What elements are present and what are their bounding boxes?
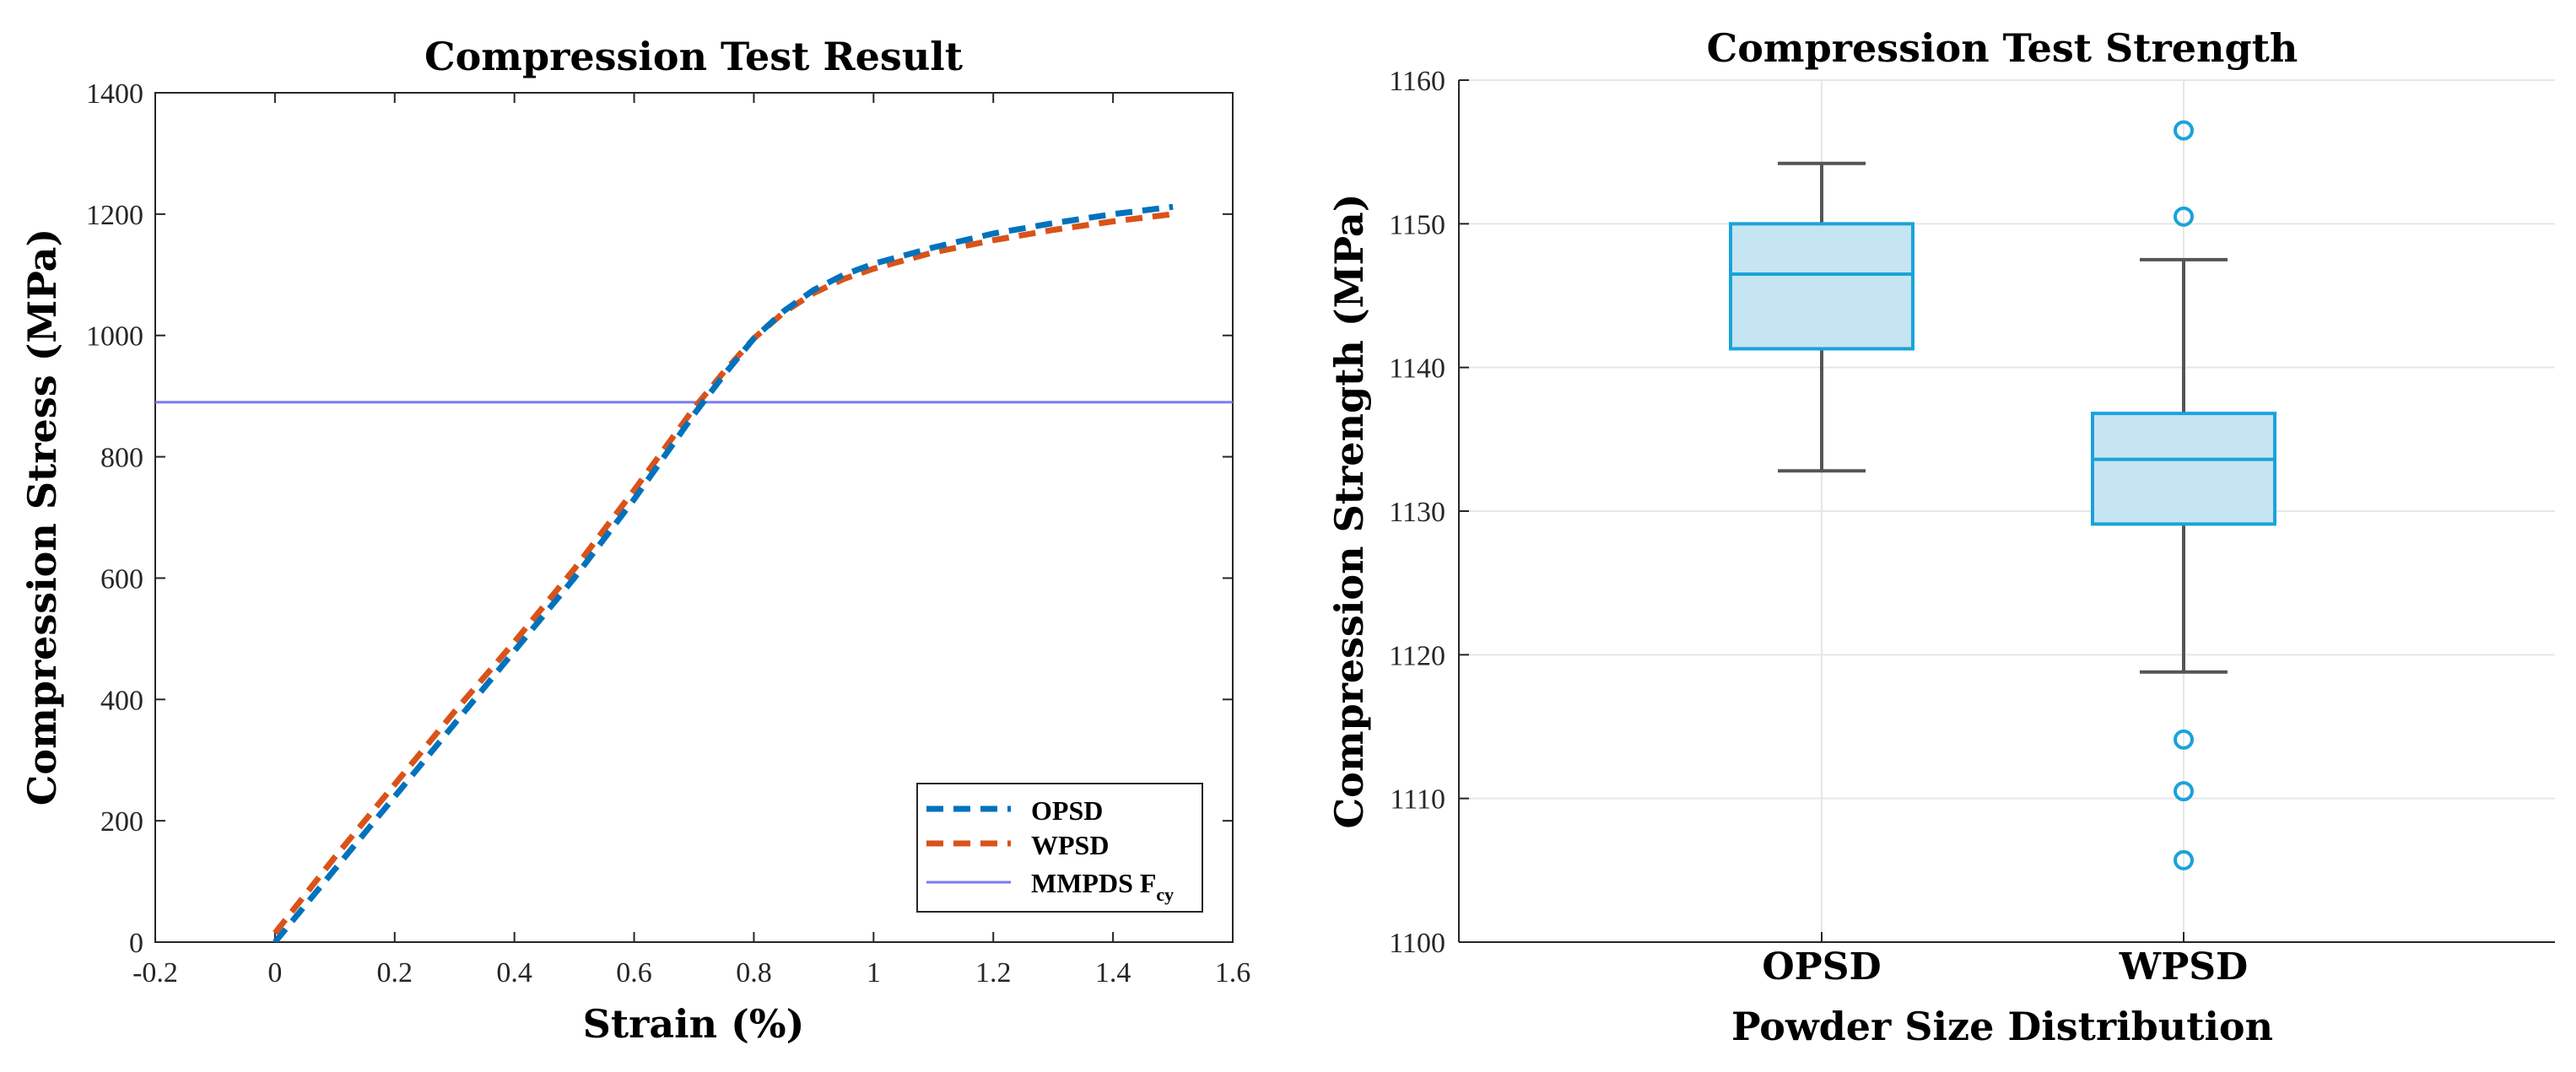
box-chart-ticks: 1100 1110 1120 1130 1140 1150 1160 OPSD WPSD xyxy=(1389,66,2248,989)
y-tick-label: 1150 xyxy=(1389,209,1445,240)
line-chart: Compression Test Result -0.2 0 0.2 0.4 0.6 0.… xyxy=(19,34,1250,1047)
legend-fcy-text: MMPDS F xyxy=(1031,868,1156,898)
x-tick-label: 0.4 xyxy=(496,957,532,989)
box-chart-title: Compression Test Strength xyxy=(1707,25,2298,71)
outlier-point xyxy=(2174,849,2194,870)
box-iqr xyxy=(2091,412,2276,526)
x-tick-label: 0 xyxy=(267,957,282,989)
outlier-point xyxy=(2174,120,2194,141)
x-tick-label: 0.8 xyxy=(736,957,772,989)
box-chart-boxes xyxy=(1729,120,2276,870)
y-tick-label: 1160 xyxy=(1389,66,1445,97)
x-tick-label: 1 xyxy=(867,957,881,989)
x-tick-label: 0.6 xyxy=(616,957,652,989)
line-chart-legend: OPSD WPSD MMPDS Fcy xyxy=(916,783,1203,913)
y-tick-label: 0 xyxy=(129,928,143,959)
x-tick-label: 1.4 xyxy=(1095,957,1131,989)
line-chart-xlabel: Strain (%) xyxy=(583,1001,805,1047)
legend-box xyxy=(916,783,1203,913)
y-tick-label: 800 xyxy=(100,443,143,474)
y-tick-label: 1100 xyxy=(1389,928,1445,959)
x-tick-label: 1.2 xyxy=(975,957,1012,989)
x-tick-label: 1.6 xyxy=(1215,957,1251,989)
outlier-point xyxy=(2174,781,2194,802)
legend-fcy-label: MMPDS Fcy xyxy=(1031,868,1174,905)
legend-wpsd-label: WPSD xyxy=(1031,830,1109,860)
box-chart-ylabel: Compression Strength (MPa) xyxy=(1326,194,1372,829)
y-tick-label: 200 xyxy=(100,806,143,838)
y-tick-label: 600 xyxy=(100,563,143,595)
line-chart-ticks: -0.2 0 0.2 0.4 0.6 0.8 1 1.2 1.4 1.60200400600800… xyxy=(86,78,1250,989)
outlier-point xyxy=(2174,729,2194,750)
box-group-opsd xyxy=(1729,161,1914,473)
y-tick-label: 1400 xyxy=(86,78,143,110)
outlier-point xyxy=(2174,206,2194,227)
box-chart-grid xyxy=(1459,79,2555,942)
y-tick-label: 1110 xyxy=(1391,784,1445,816)
y-tick-label: 400 xyxy=(100,685,143,716)
line-chart-title: Compression Test Result xyxy=(424,34,964,79)
line-chart-series xyxy=(155,203,1233,942)
x-tick-label: WPSD xyxy=(2119,945,2248,989)
opsd-line xyxy=(273,203,1174,942)
legend-opsd-label: OPSD xyxy=(1031,795,1103,826)
x-tick-label: -0.2 xyxy=(132,957,178,989)
x-tick-label: 0.2 xyxy=(377,957,413,989)
line-chart-ylabel: Compression Stress (MPa) xyxy=(19,229,65,805)
box-iqr xyxy=(1729,222,1914,351)
box-chart: Compression Test Strength 11001110112011… xyxy=(1326,25,2555,1049)
y-tick-label: 1140 xyxy=(1389,353,1445,385)
box-group-wpsd xyxy=(2091,120,2276,870)
y-tick-label: 1130 xyxy=(1389,497,1445,528)
y-tick-label: 1000 xyxy=(86,321,143,353)
y-tick-label: 1200 xyxy=(86,200,143,231)
y-tick-label: 1120 xyxy=(1389,640,1445,671)
x-tick-label: OPSD xyxy=(1762,945,1881,989)
legend-fcy-subscript: cy xyxy=(1156,884,1174,905)
box-chart-xlabel: Powder Size Distribution xyxy=(1731,1004,2273,1049)
